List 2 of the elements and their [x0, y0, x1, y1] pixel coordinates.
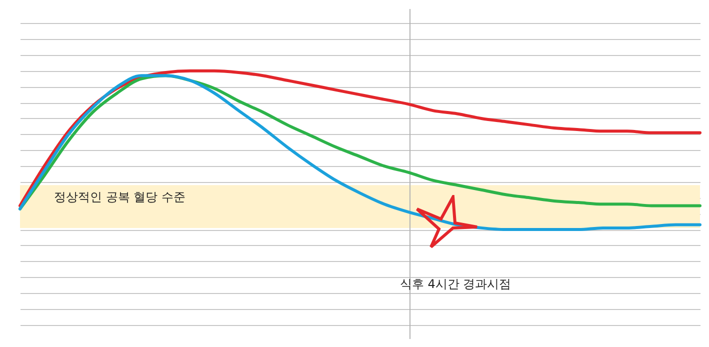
text: 식후 4시간 경과시점 [400, 277, 512, 291]
band-label: 정상적인 공복 혈당 수준 [54, 190, 186, 204]
